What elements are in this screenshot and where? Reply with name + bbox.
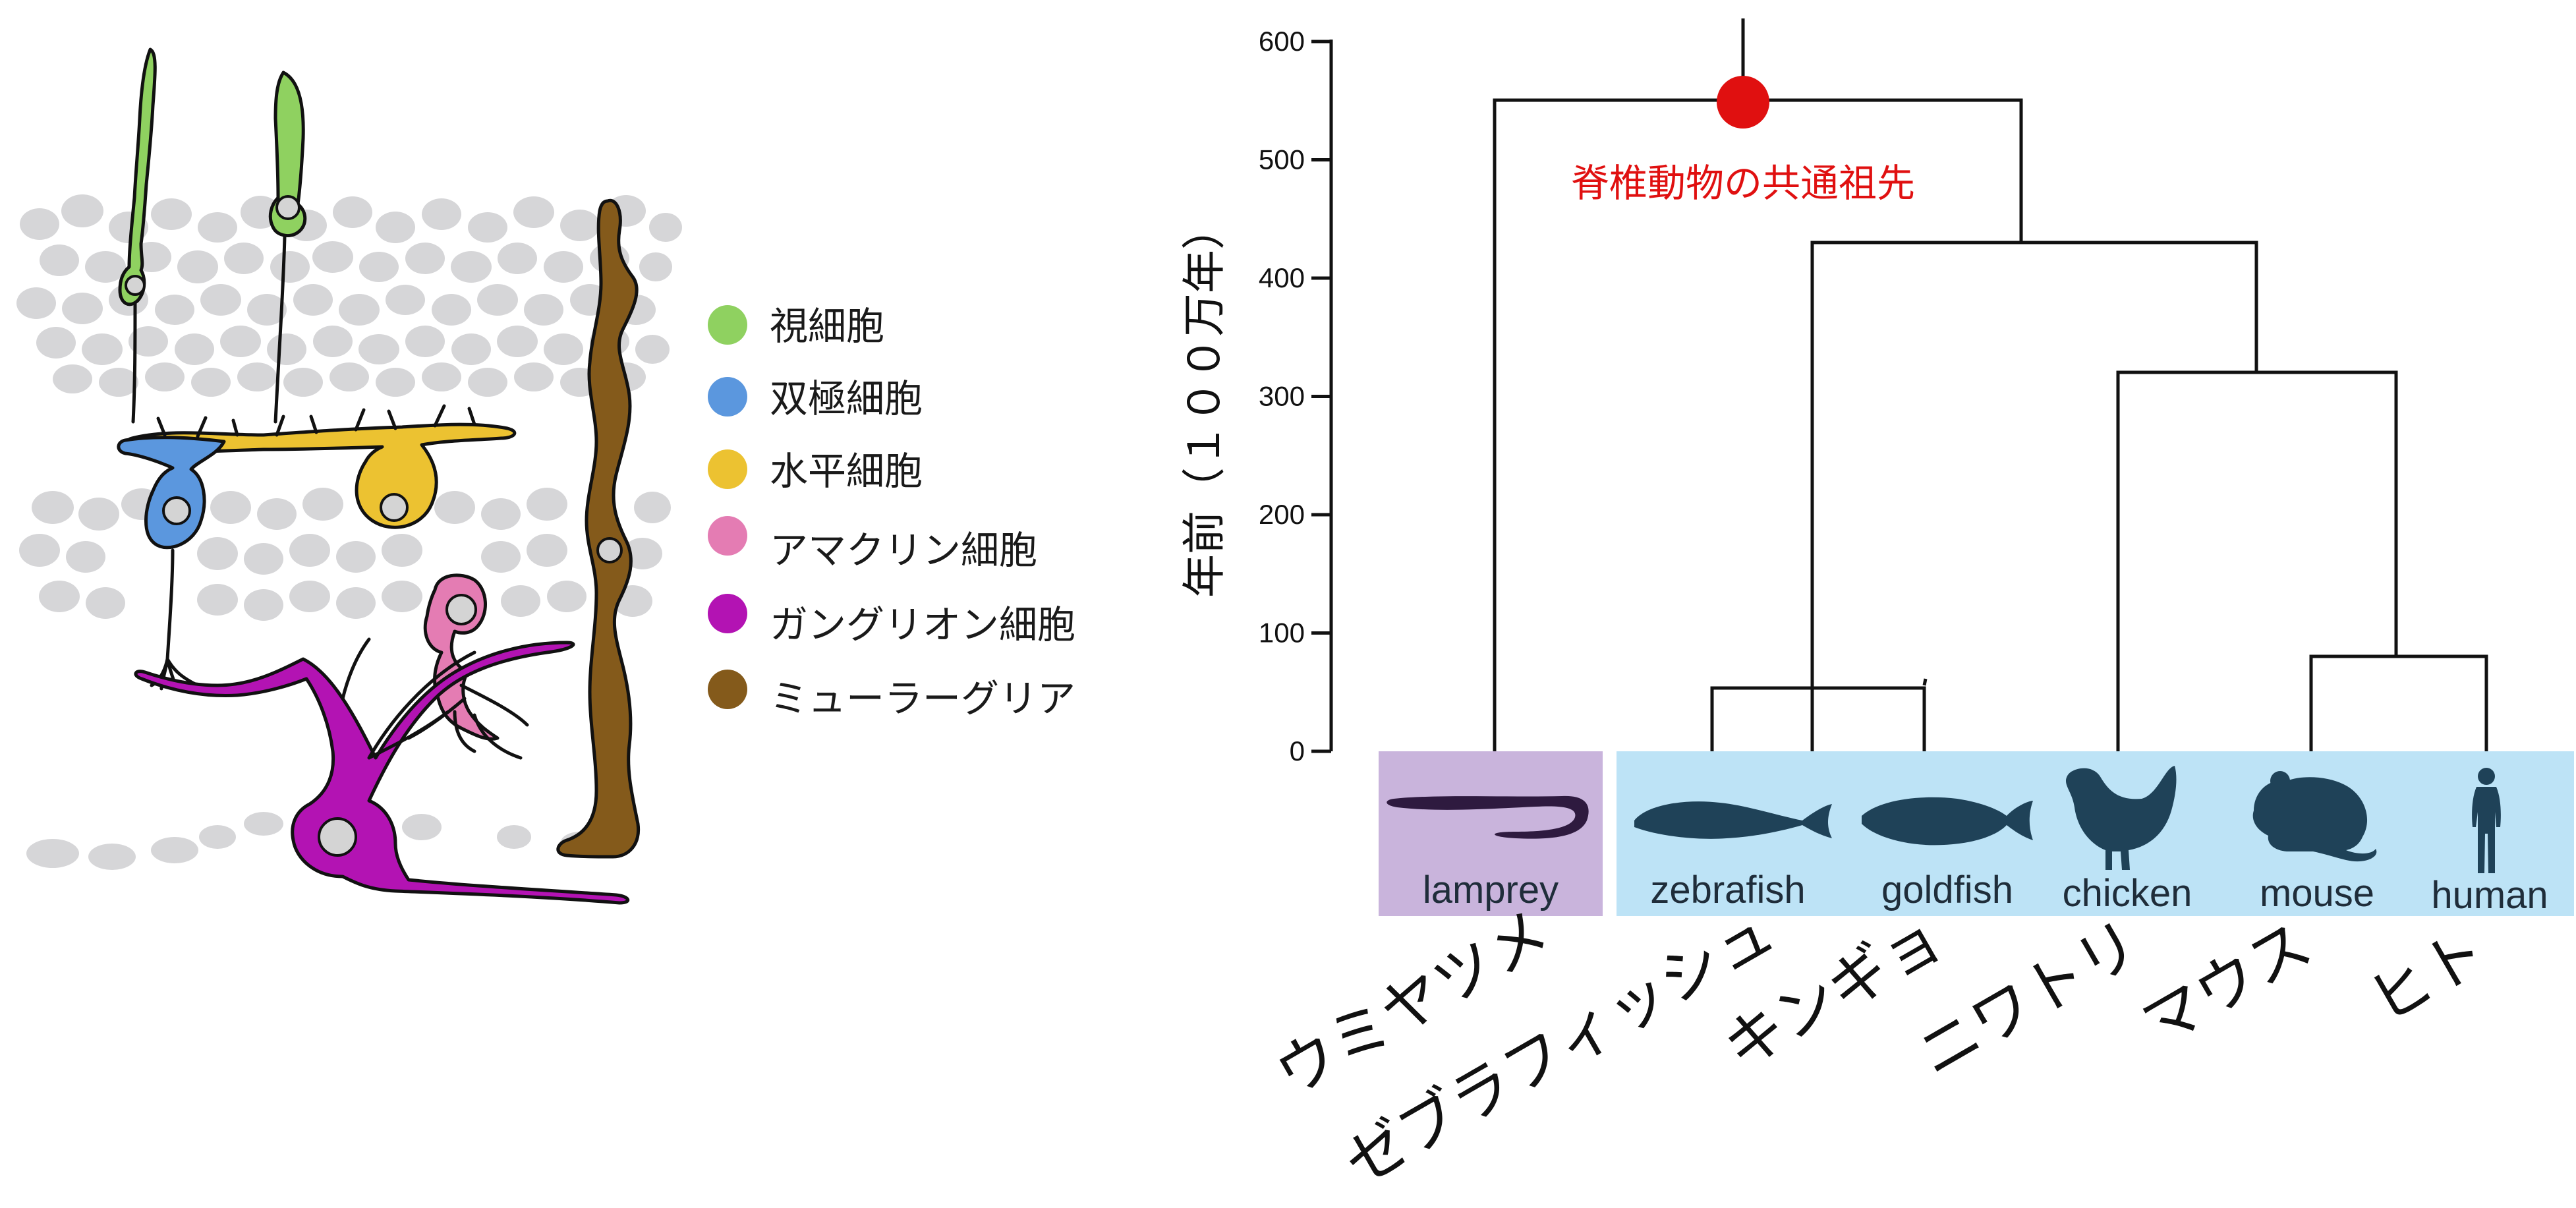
amacrine-cell bbox=[407, 573, 529, 760]
ganglion-cell bbox=[134, 637, 629, 905]
ancestor-label: 脊椎動物の共通祖先 bbox=[1571, 161, 1915, 206]
legend-label-photoreceptor: 視細胞 bbox=[770, 304, 884, 349]
taxon-label-lamprey: lamprey bbox=[1423, 869, 1559, 911]
y-tick-label: 400 bbox=[1259, 262, 1305, 293]
taxon-label-chicken: chicken bbox=[2063, 872, 2192, 915]
y-tick-label: 0 bbox=[1290, 735, 1305, 766]
jp-label-chicken: ニワトリ bbox=[1906, 907, 2152, 1090]
y-axis-label: 年前（１００万年） bbox=[1179, 206, 1230, 598]
y-tick-label: 500 bbox=[1259, 144, 1305, 175]
tree-branches bbox=[1493, 18, 2488, 751]
taxon-label-human: human bbox=[2431, 874, 2548, 917]
inner-nuclear-layer bbox=[19, 488, 671, 621]
legend-label-amacrine: アマクリン細胞 bbox=[770, 528, 1037, 573]
goldfish-icon bbox=[1862, 797, 2033, 846]
chicken-icon bbox=[2066, 766, 2177, 870]
legend-item-amacrine: アマクリン細胞 bbox=[708, 516, 1037, 573]
y-tick-label: 100 bbox=[1259, 618, 1305, 648]
legend-swatch-photoreceptor bbox=[708, 305, 747, 345]
legend-item-muller-glia: ミューラーグリア bbox=[708, 670, 1075, 721]
horizontal-cell bbox=[125, 404, 517, 529]
y-tick-label: 600 bbox=[1259, 26, 1305, 57]
y-tick-label: 200 bbox=[1259, 499, 1305, 530]
muller-glia bbox=[556, 198, 641, 859]
zebrafish-icon bbox=[1634, 801, 1832, 839]
legend-swatch-bipolar bbox=[708, 377, 747, 417]
legend-swatch-muller-glia bbox=[708, 670, 747, 709]
taxon-label-zebrafish: zebrafish bbox=[1650, 869, 1805, 911]
legend-item-bipolar: 双極細胞 bbox=[708, 376, 923, 421]
jp-label-human: ヒト bbox=[2358, 915, 2498, 1037]
outer-nuclear-layer bbox=[16, 194, 682, 397]
ancestor-node-marker bbox=[1717, 76, 1769, 129]
bipolar-cell bbox=[117, 436, 226, 691]
legend-item-ganglion: ガングリオン細胞 bbox=[708, 594, 1075, 647]
legend-label-bipolar: 双極細胞 bbox=[770, 376, 923, 421]
legend-swatch-amacrine bbox=[708, 516, 747, 556]
y-tick-label: 300 bbox=[1259, 381, 1305, 412]
legend-swatch-ganglion bbox=[708, 594, 747, 633]
taxon-label-mouse: mouse bbox=[2260, 872, 2374, 915]
human-icon bbox=[2472, 768, 2501, 873]
legend-label-muller-glia: ミューラーグリア bbox=[770, 676, 1075, 721]
legend-item-horizontal: 水平細胞 bbox=[708, 449, 923, 494]
y-axis-ticks: 0 100 200 300 400 500 600 bbox=[1259, 26, 1331, 766]
jp-label-mouse: マウス bbox=[2131, 908, 2324, 1060]
legend-label-horizontal: 水平細胞 bbox=[770, 449, 923, 494]
legend-swatch-horizontal bbox=[708, 449, 747, 489]
mouse-icon bbox=[2252, 771, 2377, 862]
retina-schematic bbox=[16, 47, 682, 905]
taxon-label-goldfish: goldfish bbox=[1881, 869, 2013, 911]
photoreceptor-cells bbox=[118, 47, 307, 424]
cell-type-legend: 視細胞 双極細胞 水平細胞 アマクリン細胞 ガングリオン細胞 ミューラーグリア bbox=[708, 304, 1075, 721]
branch-zebrafish-goldfish bbox=[1710, 243, 1926, 751]
legend-item-photoreceptor: 視細胞 bbox=[708, 304, 884, 349]
phylogenetic-tree: 0 100 200 300 400 500 600 年前（１００万年） 脊椎動物の共通祖先 bbox=[1179, 18, 2574, 1199]
legend-label-ganglion: ガングリオン細胞 bbox=[770, 602, 1075, 647]
lamprey-icon bbox=[1387, 795, 1589, 839]
